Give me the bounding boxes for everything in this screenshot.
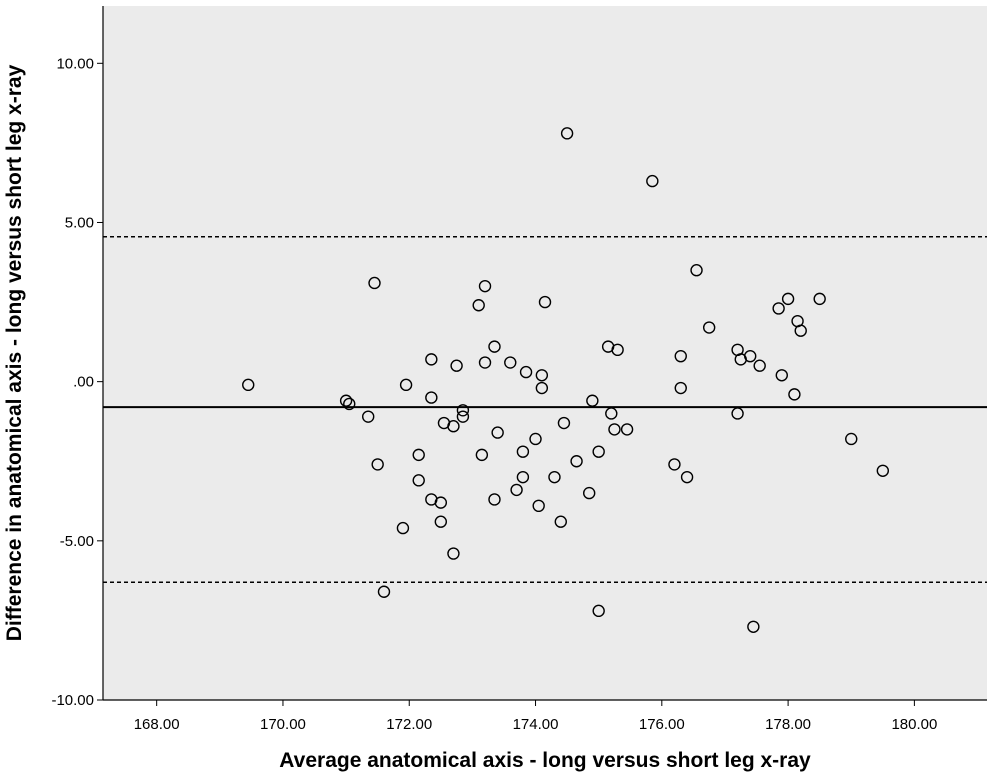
- data-point: [535, 381, 549, 395]
- data-point: [611, 343, 624, 357]
- data-point: [399, 378, 413, 392]
- data-point: [674, 349, 687, 363]
- data-point: [504, 356, 517, 369]
- y-tick-label: -5.00: [60, 533, 94, 550]
- y-tick-label: 10.00: [56, 55, 94, 72]
- data-point: [557, 416, 571, 430]
- data-point: [412, 474, 425, 487]
- y-tick-label: .00: [73, 374, 94, 391]
- data-point: [586, 394, 599, 407]
- data-point: [592, 445, 605, 458]
- y-tick-label: -10.00: [51, 692, 94, 709]
- data-point: [788, 388, 801, 401]
- reference-lines: [103, 236, 987, 583]
- data-point: [668, 458, 681, 471]
- y-axis-title: Difference in anatomical axis - long ver…: [3, 64, 26, 641]
- data-point: [845, 432, 858, 446]
- data-point: [680, 470, 694, 484]
- data-point: [510, 483, 523, 497]
- y-ticks: 10.00 5.00 .00 -5.00 -10.00: [51, 55, 103, 709]
- data-point: [554, 515, 567, 528]
- data-point: [608, 423, 621, 436]
- data-point: [343, 397, 356, 411]
- data-point: [753, 359, 766, 372]
- data-point: [516, 445, 530, 458]
- data-point: [456, 404, 470, 417]
- data-point: [605, 407, 618, 420]
- data-point: [570, 455, 583, 468]
- data-points: [242, 127, 890, 633]
- data-point: [368, 276, 381, 290]
- data-point: [781, 292, 795, 306]
- data-point: [583, 486, 596, 500]
- x-tick-label: 180.00: [891, 716, 937, 733]
- data-point: [488, 340, 501, 353]
- data-point: [702, 321, 716, 334]
- data-point: [488, 493, 501, 506]
- data-point: [592, 604, 605, 618]
- data-point: [772, 302, 785, 315]
- data-point: [747, 620, 760, 633]
- data-point: [794, 324, 807, 337]
- data-point: [560, 127, 574, 140]
- data-point: [434, 515, 448, 528]
- x-ticks: 168.00 170.00 172.00 174.00 176.00 178.00 180.…: [134, 700, 937, 733]
- y-tick-label: 5.00: [65, 214, 94, 231]
- data-point: [876, 464, 890, 477]
- data-point: [813, 292, 826, 306]
- x-tick-label: 176.00: [639, 716, 685, 733]
- data-point: [396, 521, 410, 535]
- x-axis-title: Average anatomical axis - long versus sh…: [279, 749, 811, 772]
- x-tick-label: 170.00: [260, 716, 306, 733]
- data-point: [371, 458, 384, 471]
- data-point: [478, 356, 492, 369]
- data-point: [362, 410, 375, 423]
- data-point: [339, 394, 353, 407]
- data-point: [242, 378, 255, 392]
- data-point: [475, 448, 489, 462]
- data-point: [620, 423, 634, 436]
- data-point: [674, 381, 687, 395]
- plot-area: [103, 6, 987, 700]
- x-tick-label: 174.00: [513, 716, 559, 733]
- data-point: [744, 349, 757, 363]
- data-point: [377, 585, 391, 598]
- x-tick-label: 172.00: [386, 716, 432, 733]
- x-tick-label: 168.00: [134, 716, 180, 733]
- data-point: [425, 391, 438, 404]
- data-point: [532, 499, 545, 513]
- data-point: [456, 410, 470, 423]
- data-point: [412, 448, 425, 462]
- data-point: [491, 426, 504, 439]
- axes: [102, 6, 987, 701]
- data-point: [519, 365, 533, 379]
- data-point: [646, 174, 659, 188]
- data-point: [450, 359, 463, 372]
- data-point: [472, 299, 485, 312]
- data-point: [775, 369, 788, 382]
- data-point: [538, 295, 552, 309]
- data-point: [447, 420, 460, 433]
- data-point: [478, 279, 492, 293]
- data-point: [516, 470, 530, 484]
- data-point: [535, 369, 549, 382]
- data-point: [548, 470, 561, 484]
- data-point: [447, 547, 460, 560]
- x-tick-label: 178.00: [765, 716, 811, 733]
- data-point: [434, 496, 448, 509]
- data-point: [731, 407, 744, 420]
- data-point: [529, 432, 542, 446]
- data-point: [425, 353, 438, 366]
- data-point: [690, 264, 703, 277]
